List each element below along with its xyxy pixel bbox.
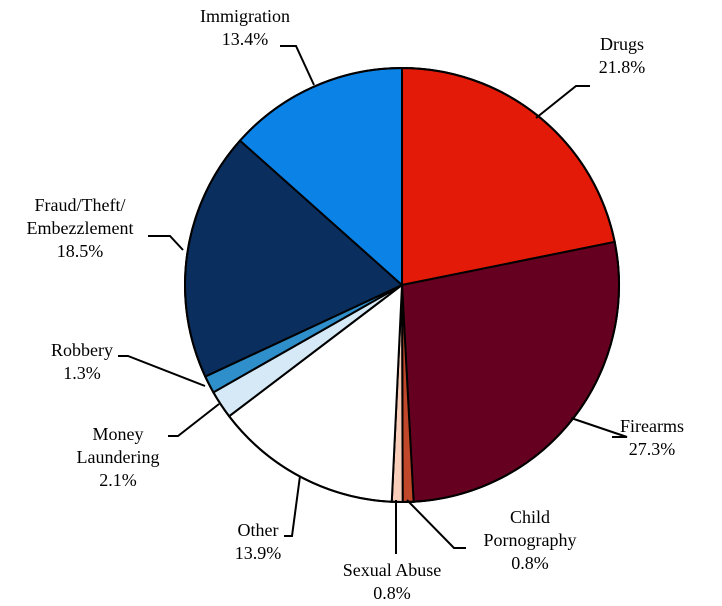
leader-line-money-laundering [168, 403, 220, 437]
category-label-money-laundering: Money [93, 424, 144, 444]
leader-line-firearms [570, 417, 628, 438]
value-label-money-laundering: 2.1% [99, 470, 137, 490]
value-label-robbery: 1.3% [63, 363, 101, 383]
leader-line-fraud-theft-embezzlement [148, 235, 184, 251]
category-label-robbery: Robbery [51, 340, 113, 360]
category-label-fraud-theft-embezzlement: Fraud/Theft/ [35, 195, 126, 215]
category-label-fraud-theft-embezzlement: Embezzlement [27, 218, 134, 238]
category-label-money-laundering: Laundering [77, 447, 160, 467]
value-label-drugs: 21.8% [599, 57, 646, 77]
slice-labels: Drugs 21.8% Firearms 27.3% Child Pornography 0… [27, 6, 684, 603]
value-label-firearms: 27.3% [629, 439, 676, 459]
category-label-immigration: Immigration [200, 6, 290, 26]
value-label-immigration: 13.4% [222, 29, 269, 49]
slice-firearms [400, 240, 620, 503]
leader-line-child-pornography [406, 499, 466, 549]
value-label-other: 13.9% [235, 543, 282, 563]
leader-line-drugs [535, 85, 590, 119]
category-label-other: Other [238, 520, 279, 540]
leader-line-other [284, 475, 301, 537]
pie-outline [184, 67, 620, 503]
value-label-fraud-theft-embezzlement: 18.5% [57, 241, 104, 261]
category-label-drugs: Drugs [600, 34, 644, 54]
pie-slices [184, 66, 620, 504]
leader-lines [118, 45, 628, 554]
value-label-child-pornography: 0.8% [511, 553, 549, 573]
leader-line-robbery [118, 355, 206, 387]
category-label-child-pornography: Child [510, 507, 550, 527]
category-label-child-pornography: Pornography [484, 530, 577, 550]
value-label-sexual-abuse: 0.8% [373, 583, 411, 603]
category-label-sexual-abuse: Sexual Abuse [343, 560, 442, 580]
leader-line-immigration [280, 45, 315, 86]
category-label-firearms: Firearms [620, 416, 684, 436]
